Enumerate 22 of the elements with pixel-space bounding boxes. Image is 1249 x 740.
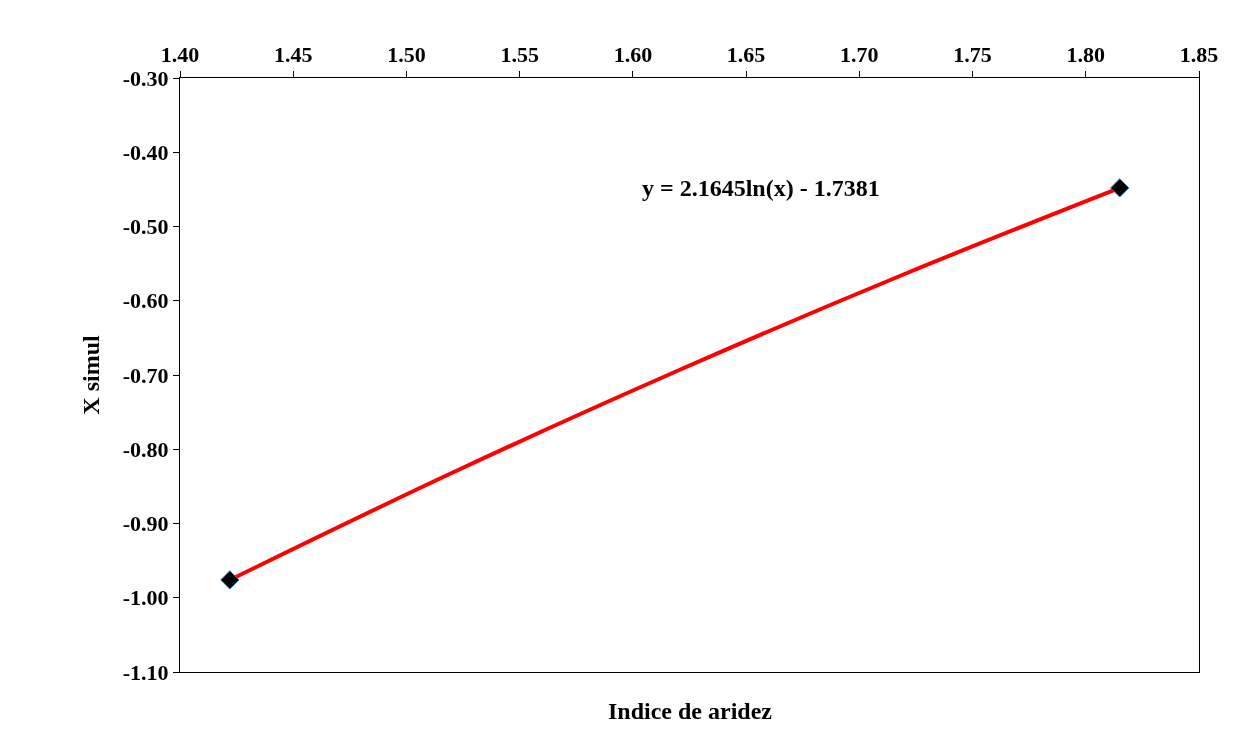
- x-tick-label: 1.70: [840, 42, 879, 68]
- x-tick-label: 1.65: [726, 42, 766, 68]
- y-tick-label: -1.00: [122, 585, 169, 611]
- y-tick-label: -0.80: [122, 436, 169, 462]
- x-tick-label: 1.50: [387, 42, 426, 68]
- y-tick-label: -0.30: [122, 65, 169, 91]
- annotation: y = 2.1645ln(x) - 1.7381: [642, 175, 880, 201]
- y-tick-label: -0.60: [122, 288, 169, 314]
- x-tick-label: 1.80: [1066, 42, 1106, 68]
- x-tick-label: 1.75: [953, 42, 992, 68]
- y-tick-label: -1.10: [122, 659, 169, 685]
- x-tick-label: 1.85: [1179, 42, 1219, 68]
- y-tick-label: -0.50: [122, 214, 169, 240]
- y-tick-label: -0.90: [122, 511, 169, 537]
- x-axis-title: Indice de aridez: [608, 698, 773, 724]
- x-tick-label: 1.55: [500, 42, 539, 68]
- y-tick-label: -0.40: [122, 139, 169, 165]
- y-axis-title: X simul: [77, 335, 104, 415]
- x-tick-label: 1.45: [273, 42, 313, 68]
- y-tick-label: -0.70: [122, 362, 169, 388]
- x-tick-label: 1.40: [160, 42, 200, 68]
- x-tick-label: 1.60: [613, 42, 653, 68]
